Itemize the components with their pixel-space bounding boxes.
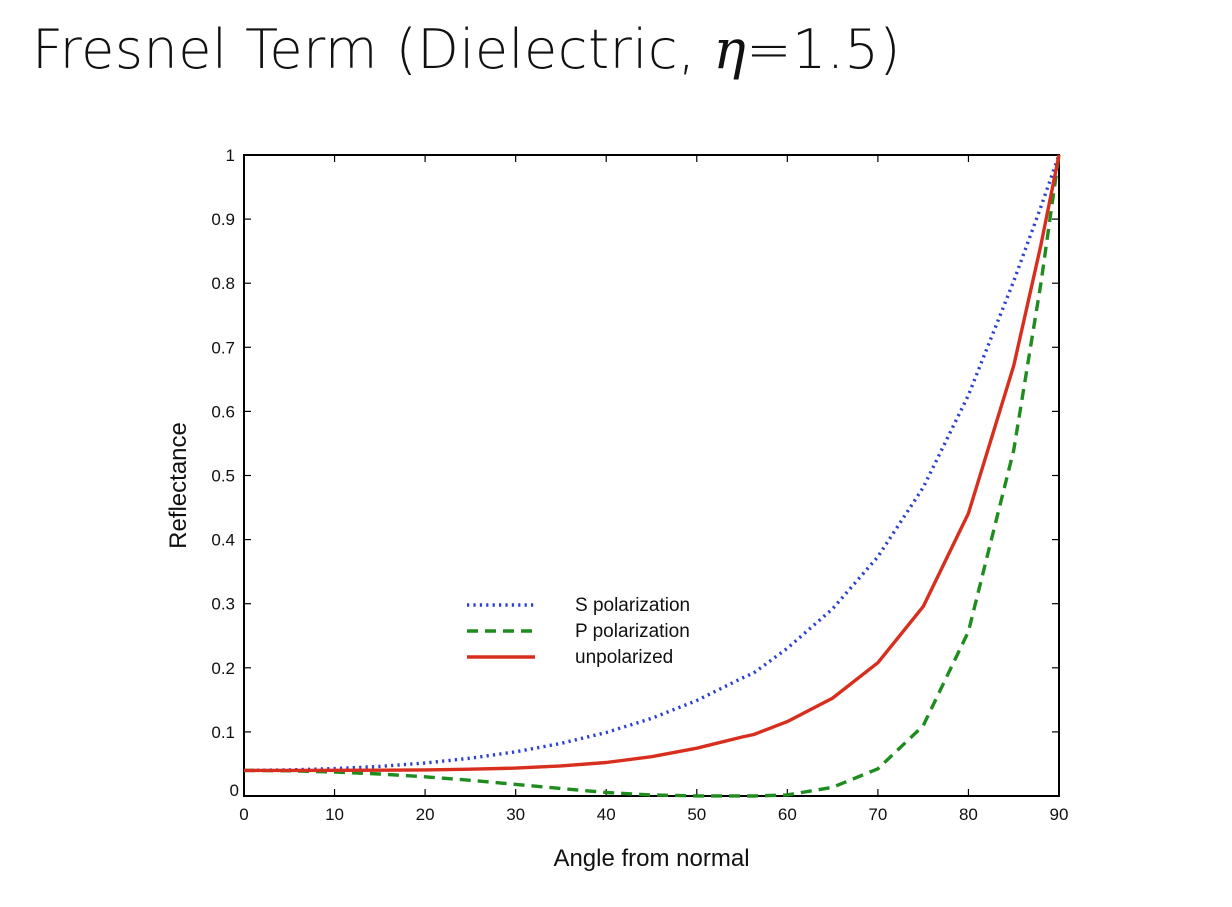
y-tick-label: 0.7 — [211, 338, 235, 357]
legend: S polarization P polarization unpolarized — [467, 595, 690, 668]
x-tick-label: 20 — [416, 805, 435, 824]
x-tick-label: 40 — [597, 805, 616, 824]
x-tick-label: 60 — [778, 805, 797, 824]
x-tick-label: 80 — [959, 805, 978, 824]
title-prefix: Fresnel Term (Dielectric, — [32, 18, 714, 81]
x-tick-label: 90 — [1050, 805, 1069, 824]
y-tick-label: 0.1 — [211, 723, 235, 742]
y-tick-label: 0.3 — [211, 595, 235, 614]
title-suffix: =1.5) — [746, 18, 901, 81]
y-tick-label: 0.2 — [211, 659, 235, 678]
legend-label: unpolarized — [575, 647, 673, 668]
x-tick-label: 10 — [325, 805, 344, 824]
legend-label: S polarization — [575, 595, 690, 616]
y-tick-label: 0.9 — [211, 210, 235, 229]
y-tick-label: 0.8 — [211, 274, 235, 293]
legend-label: P polarization — [575, 621, 690, 642]
y-tick-label: 1 — [226, 146, 235, 165]
series-line-unpolarized — [244, 154, 1061, 773]
y-tick-label: 0 — [230, 781, 239, 800]
series-line-p-polarization — [243, 154, 1061, 798]
series-lines — [243, 154, 1061, 798]
slide-title: Fresnel Term (Dielectric, η=1.5) — [32, 18, 901, 81]
y-tick-label: 0.5 — [211, 467, 235, 486]
title-eta-symbol: η — [713, 18, 747, 81]
x-axis-label: Angle from normal — [553, 845, 749, 872]
x-tick-label: 50 — [687, 805, 706, 824]
axis-ticks: 0 10 20 30 40 50 60 70 80 90 0 0.1 0.2 0.3 0.4 0.5 0.6 0.… — [211, 146, 1068, 824]
x-tick-label: 0 — [239, 805, 248, 824]
x-tick-label: 70 — [868, 805, 887, 824]
y-axis-label: Reflectance — [165, 422, 192, 549]
x-tick-label: 30 — [506, 805, 525, 824]
y-tick-label: 0.6 — [211, 402, 235, 421]
y-tick-label: 0.4 — [211, 531, 235, 550]
series-line-s-polarization — [243, 154, 1061, 773]
